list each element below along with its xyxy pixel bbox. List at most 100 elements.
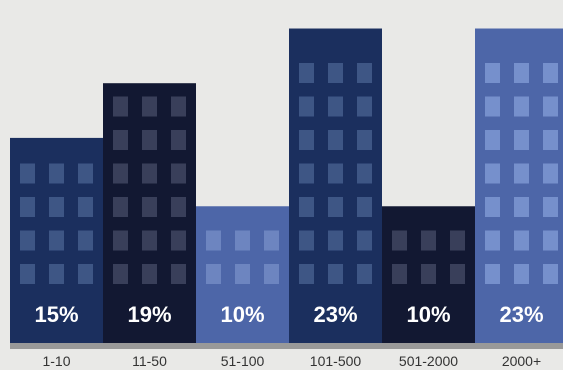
window bbox=[450, 230, 465, 251]
window bbox=[171, 130, 186, 150]
window bbox=[328, 163, 343, 184]
window bbox=[485, 230, 500, 251]
window bbox=[485, 264, 500, 284]
window bbox=[543, 230, 558, 251]
window bbox=[78, 163, 93, 184]
window bbox=[328, 264, 343, 284]
bar-value-label: 19% bbox=[127, 302, 171, 327]
window bbox=[328, 230, 343, 251]
window bbox=[206, 230, 221, 251]
window bbox=[20, 230, 35, 251]
window bbox=[171, 163, 186, 184]
bar-labels-group: 15% 19% 10% 23% 10% 23% bbox=[34, 302, 543, 327]
window bbox=[328, 197, 343, 217]
window bbox=[171, 96, 186, 117]
window bbox=[113, 230, 128, 251]
x-tick-labels-group: 1-10 11-50 51-100 101-500 501-2000 2000+ bbox=[42, 353, 541, 369]
window bbox=[171, 230, 186, 251]
window bbox=[113, 96, 128, 117]
window bbox=[142, 230, 157, 251]
window bbox=[514, 96, 529, 117]
window bbox=[357, 130, 372, 150]
window bbox=[357, 63, 372, 83]
window bbox=[514, 130, 529, 150]
window bbox=[299, 130, 314, 150]
window bbox=[514, 230, 529, 251]
x-tick-label: 501-2000 bbox=[399, 353, 458, 369]
window bbox=[142, 163, 157, 184]
window bbox=[299, 63, 314, 83]
window bbox=[206, 264, 221, 284]
window bbox=[421, 264, 436, 284]
window bbox=[450, 264, 465, 284]
bar-value-label: 10% bbox=[406, 302, 450, 327]
window bbox=[328, 63, 343, 83]
window bbox=[20, 264, 35, 284]
window bbox=[514, 264, 529, 284]
window bbox=[357, 163, 372, 184]
window bbox=[357, 197, 372, 217]
window bbox=[264, 230, 279, 251]
bar-value-label: 23% bbox=[499, 302, 543, 327]
window bbox=[357, 230, 372, 251]
window bbox=[392, 230, 407, 251]
window bbox=[20, 163, 35, 184]
window bbox=[392, 264, 407, 284]
x-tick-label: 101-500 bbox=[310, 353, 362, 369]
window bbox=[299, 230, 314, 251]
window bbox=[20, 197, 35, 217]
window bbox=[328, 130, 343, 150]
window bbox=[142, 130, 157, 150]
window bbox=[113, 197, 128, 217]
window bbox=[299, 96, 314, 117]
window bbox=[357, 96, 372, 117]
window bbox=[113, 264, 128, 284]
window bbox=[49, 197, 64, 217]
x-tick-label: 51-100 bbox=[221, 353, 265, 369]
window bbox=[421, 230, 436, 251]
window bbox=[235, 264, 250, 284]
window bbox=[543, 96, 558, 117]
window bbox=[485, 163, 500, 184]
bar-value-label: 15% bbox=[34, 302, 78, 327]
window bbox=[543, 197, 558, 217]
window bbox=[171, 264, 186, 284]
window bbox=[142, 96, 157, 117]
window bbox=[49, 163, 64, 184]
window bbox=[113, 163, 128, 184]
window bbox=[78, 264, 93, 284]
window bbox=[235, 230, 250, 251]
window bbox=[49, 264, 64, 284]
window bbox=[485, 63, 500, 83]
x-tick-label: 2000+ bbox=[502, 353, 541, 369]
window bbox=[49, 230, 64, 251]
window bbox=[485, 197, 500, 217]
window bbox=[299, 264, 314, 284]
bar-value-label: 23% bbox=[313, 302, 357, 327]
window bbox=[299, 163, 314, 184]
window bbox=[514, 163, 529, 184]
window bbox=[514, 63, 529, 83]
window bbox=[299, 197, 314, 217]
x-tick-label: 1-10 bbox=[42, 353, 70, 369]
window bbox=[357, 264, 372, 284]
window bbox=[264, 264, 279, 284]
x-tick-label: 11-50 bbox=[132, 353, 167, 369]
window bbox=[543, 163, 558, 184]
window bbox=[485, 96, 500, 117]
window bbox=[142, 264, 157, 284]
window bbox=[543, 264, 558, 284]
window bbox=[485, 130, 500, 150]
window bbox=[514, 197, 529, 217]
window bbox=[78, 230, 93, 251]
window bbox=[142, 197, 157, 217]
window bbox=[113, 130, 128, 150]
bars-group bbox=[10, 28, 563, 344]
window bbox=[78, 197, 93, 217]
window bbox=[543, 130, 558, 150]
window bbox=[543, 63, 558, 83]
window bbox=[328, 96, 343, 117]
bar-value-label: 10% bbox=[220, 302, 264, 327]
window bbox=[171, 197, 186, 217]
